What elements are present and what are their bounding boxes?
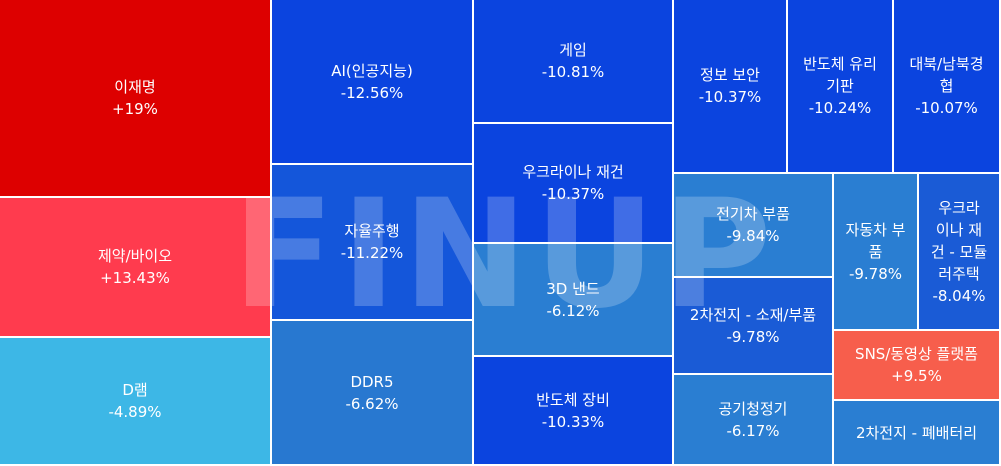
tile-change: -6.62% (345, 394, 399, 413)
tile-change: -10.24% (808, 99, 872, 117)
tile-change: -9.78% (726, 327, 780, 346)
tile-change: -10.81% (541, 63, 605, 81)
tile-change: +9.5% (891, 367, 942, 385)
tile-label: SNS/동영상 플랫폼 (855, 345, 978, 363)
tile-change: -10.33% (541, 412, 605, 431)
tile-label: 반도체 장비 (536, 390, 610, 409)
tile-change: -9.78% (848, 264, 903, 283)
tile-change: -6.17% (726, 421, 780, 440)
tile-label: 대북/남북경 협 (909, 55, 984, 95)
tile-label: 전기차 부품 (716, 205, 790, 223)
tile-change: -10.37% (698, 88, 762, 106)
tile-label: 2차전지 - 폐배터리 (855, 423, 978, 442)
tile-label: D램 (122, 381, 148, 399)
tile-label: 자동차 부 품 (845, 220, 906, 261)
tile-label: 2차전지 - 소재/부품 (689, 305, 817, 324)
tile-change: +13.43% (100, 269, 170, 287)
treemap-tile[interactable]: 게임 -10.81% (474, 0, 674, 124)
treemap-tile[interactable]: 정보 보안 -10.37% (674, 0, 788, 174)
tile-change: -6.12% (546, 301, 600, 320)
tile-change: +19% (112, 100, 158, 118)
treemap-tile[interactable]: 대북/남북경 협 -10.07% (894, 0, 1001, 174)
tile-label: 이재명 (114, 78, 156, 96)
tile-change: -4.89% (108, 403, 162, 421)
treemap-tile[interactable]: 2차전지 - 폐배터리 (834, 401, 1001, 466)
tile-change: -9.84% (726, 227, 780, 245)
tile-label: 반도체 유리 기판 (803, 55, 877, 95)
tile-label: 정보 보안 (700, 66, 760, 84)
treemap-tile[interactable]: 전기차 부품 -9.84% (674, 174, 834, 278)
tile-label: 게임 (559, 41, 587, 59)
treemap-tile[interactable]: 자율주행 -11.22% (272, 165, 474, 321)
treemap-tile[interactable]: 공기청정기 -6.17% (674, 375, 834, 466)
treemap-tile[interactable]: D램 -4.89% (0, 338, 272, 466)
treemap-tile[interactable]: DDR5 -6.62% (272, 321, 474, 466)
tile-change: -10.07% (915, 99, 978, 117)
treemap-tile[interactable]: 자동차 부 품 -9.78% (834, 174, 919, 331)
tile-label: 3D 낸드 (546, 279, 600, 298)
treemap-tile[interactable]: 우크라 이나 재 건 - 모듈 러주택 -8.04% (919, 174, 1001, 331)
treemap-tile[interactable]: 3D 낸드 -6.12% (474, 244, 674, 357)
treemap-tile[interactable]: 우크라이나 재건 -10.37% (474, 124, 674, 244)
tile-change: -12.56% (340, 83, 404, 102)
treemap-tile[interactable]: AI(인공지능) -12.56% (272, 0, 474, 165)
treemap-tile[interactable]: 반도체 장비 -10.33% (474, 357, 674, 466)
treemap-tile[interactable]: 제약/바이오 +13.43% (0, 198, 272, 338)
tile-label: AI(인공지능) (331, 61, 413, 80)
treemap-tile[interactable]: 이재명 +19% (0, 0, 272, 198)
tile-change: -10.37% (541, 185, 605, 203)
tile-label: 제약/바이오 (97, 247, 173, 265)
treemap-tile[interactable]: SNS/동영상 플랫폼 +9.5% (834, 331, 1001, 401)
tile-label: 공기청정기 (718, 399, 788, 418)
tile-label: 우크라 이나 재 건 - 모듈 러주택 (930, 198, 988, 283)
tile-change: -11.22% (340, 244, 404, 262)
tile-label: DDR5 (350, 372, 394, 391)
treemap-tile[interactable]: 반도체 유리 기판 -10.24% (788, 0, 894, 174)
tile-label: 우크라이나 재건 (522, 163, 624, 181)
tile-label: 자율주행 (344, 222, 400, 240)
tile-change: -8.04% (932, 286, 986, 305)
treemap-tile[interactable]: 2차전지 - 소재/부품 -9.78% (674, 278, 834, 375)
